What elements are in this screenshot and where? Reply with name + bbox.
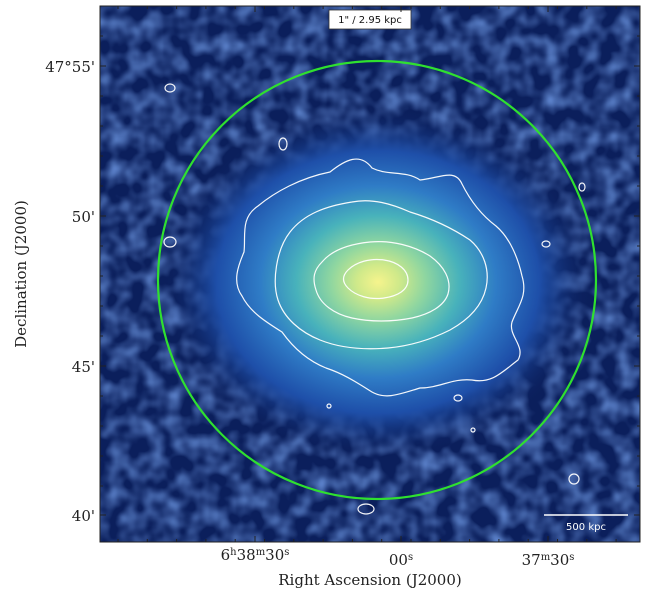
- scale-bar-label: 500 kpc: [566, 522, 606, 533]
- y-tick-label: 47°55': [45, 58, 95, 76]
- plot-frame: [99, 5, 641, 543]
- contour-blob: [470, 427, 476, 433]
- y-axis-title: Declination (J2000): [12, 200, 30, 348]
- contour-blob: [164, 83, 176, 93]
- angular-scale-box: 1" / 2.95 kpc: [328, 9, 412, 30]
- y-tick-label: 40': [72, 507, 95, 525]
- contour-core: [342, 258, 409, 300]
- angular-scale-label: 1" / 2.95 kpc: [338, 15, 402, 26]
- tick-marks: [100, 6, 640, 542]
- contour-lines: [163, 83, 586, 515]
- aperture-circle: [156, 59, 598, 501]
- contour-blob: [541, 240, 551, 248]
- contour-mid: [274, 200, 488, 350]
- scale-bar: 500 kpc: [544, 514, 628, 533]
- contour-blob: [568, 473, 580, 485]
- x-tick-label: 37m30s: [522, 551, 575, 569]
- cluster-emission: [163, 107, 593, 457]
- x-tick-labels: 6h38m30s 00s 37m30s: [221, 546, 575, 569]
- contour-blob: [326, 403, 332, 409]
- contour-blob: [163, 236, 177, 248]
- contour-blob: [578, 182, 586, 192]
- contour-outer: [236, 158, 525, 397]
- image-panel: 1" / 2.95 kpc 500 kpc: [100, 6, 640, 542]
- contour-blob: [357, 503, 375, 515]
- contour-blob: [453, 394, 463, 402]
- y-tick-label: 45': [72, 358, 95, 376]
- contour-inner: [313, 241, 450, 322]
- y-tick-labels: 47°55' 50' 45' 40': [45, 58, 95, 525]
- x-tick-label: 6h38m30s: [221, 546, 290, 564]
- x-tick-label: 00s: [389, 551, 413, 569]
- y-tick-label: 50': [72, 208, 95, 226]
- x-axis-title: Right Ascension (J2000): [278, 571, 461, 589]
- contour-blob: [278, 137, 288, 151]
